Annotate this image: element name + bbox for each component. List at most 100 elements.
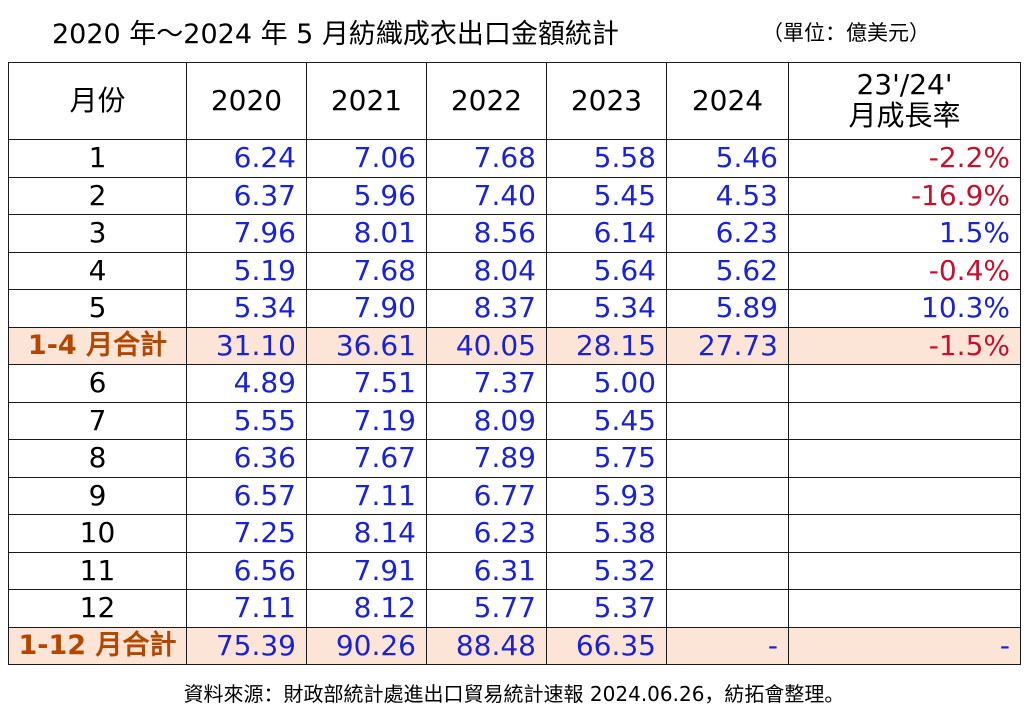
growth-rate-cell xyxy=(788,514,1021,553)
value-cell-2020: 6.37 xyxy=(186,176,307,215)
value-cell-2023: 5.45 xyxy=(546,176,667,215)
value-cell-2024 xyxy=(666,589,789,628)
value-cell-2021: 7.67 xyxy=(306,439,427,478)
value-cell-2022: 7.40 xyxy=(426,176,547,215)
table-row: 4 5.19 7.68 8.04 5.64 5.62 -0.4% xyxy=(8,251,1021,290)
table-row: 6 4.89 7.51 7.37 5.00 xyxy=(8,364,1021,403)
value-cell-2022: 5.77 xyxy=(426,589,547,628)
value-cell-2022: 7.89 xyxy=(426,439,547,478)
value-cell-2022: 6.31 xyxy=(426,551,547,590)
value-cell-2024: 6.23 xyxy=(666,214,789,253)
header-2020: 2020 xyxy=(186,62,307,140)
value-cell-2023: 6.14 xyxy=(546,214,667,253)
value-cell-2022: 8.04 xyxy=(426,251,547,290)
value-cell-2023: 5.34 xyxy=(546,289,667,328)
value-cell-2022: 6.77 xyxy=(426,476,547,515)
table-row: 2 6.37 5.96 7.40 5.45 4.53 -16.9% xyxy=(8,176,1021,215)
page-title: 2020 年～2024 年 5 月紡織成衣出口金額統計 xyxy=(52,19,619,50)
value-cell-2024: - xyxy=(666,626,789,665)
value-cell-2021: 8.01 xyxy=(306,214,427,253)
growth-rate-cell xyxy=(788,401,1021,440)
title-bar: 2020 年～2024 年 5 月紡織成衣出口金額統計 （單位：億美元） xyxy=(0,8,1028,52)
month-label: 2 xyxy=(8,176,187,215)
value-cell-2021: 7.11 xyxy=(306,476,427,515)
table-row: 12 7.11 8.12 5.77 5.37 xyxy=(8,589,1021,628)
value-cell-2024: 5.62 xyxy=(666,251,789,290)
month-label: 1 xyxy=(8,139,187,178)
header-month: 月份 xyxy=(8,62,187,140)
header-2023: 2023 xyxy=(546,62,667,140)
value-cell-2023: 5.93 xyxy=(546,476,667,515)
value-cell-2024 xyxy=(666,514,789,553)
table-row: 5 5.34 7.90 8.37 5.34 5.89 10.3% xyxy=(8,289,1021,328)
value-cell-2024: 5.89 xyxy=(666,289,789,328)
month-label: 7 xyxy=(8,401,187,440)
month-label: 10 xyxy=(8,514,187,553)
header-2021: 2021 xyxy=(306,62,427,140)
value-cell-2021: 7.19 xyxy=(306,401,427,440)
value-cell-2023: 5.64 xyxy=(546,251,667,290)
value-cell-2022: 7.37 xyxy=(426,364,547,403)
value-cell-2023: 5.38 xyxy=(546,514,667,553)
value-cell-2020: 7.25 xyxy=(186,514,307,553)
value-cell-2022: 88.48 xyxy=(426,626,547,665)
value-cell-2020: 5.55 xyxy=(186,401,307,440)
value-cell-2020: 5.34 xyxy=(186,289,307,328)
table-row: 7 5.55 7.19 8.09 5.45 xyxy=(8,401,1021,440)
month-label: 5 xyxy=(8,289,187,328)
value-cell-2023: 5.45 xyxy=(546,401,667,440)
header-row: 月份 2020 2021 2022 2023 2024 23'/24' 月成長率 xyxy=(8,62,1021,140)
value-cell-2022: 8.37 xyxy=(426,289,547,328)
growth-rate-cell: -16.9% xyxy=(788,176,1021,215)
table-row: 8 6.36 7.67 7.89 5.75 xyxy=(8,439,1021,478)
growth-rate-cell xyxy=(788,364,1021,403)
value-cell-2021: 7.90 xyxy=(306,289,427,328)
value-cell-2024: 5.46 xyxy=(666,139,789,178)
month-label: 4 xyxy=(8,251,187,290)
value-cell-2021: 36.61 xyxy=(306,326,427,365)
growth-rate-cell: - xyxy=(788,626,1021,665)
month-label: 3 xyxy=(8,214,187,253)
value-cell-2020: 75.39 xyxy=(186,626,307,665)
growth-rate-cell: 1.5% xyxy=(788,214,1021,253)
growth-rate-cell: -1.5% xyxy=(788,326,1021,365)
value-cell-2022: 7.68 xyxy=(426,139,547,178)
table-row: 1 6.24 7.06 7.68 5.58 5.46 -2.2% xyxy=(8,139,1021,178)
table-row: 10 7.25 8.14 6.23 5.38 xyxy=(8,514,1021,553)
source-note: 資料來源：財政部統計處進出口貿易統計速報 2024.06.26，紡拓會整理。 xyxy=(183,682,845,706)
value-cell-2020: 6.24 xyxy=(186,139,307,178)
value-cell-2021: 8.12 xyxy=(306,589,427,628)
value-cell-2021: 7.51 xyxy=(306,364,427,403)
value-cell-2021: 8.14 xyxy=(306,514,427,553)
table-row: 3 7.96 8.01 8.56 6.14 6.23 1.5% xyxy=(8,214,1021,253)
growth-rate-cell xyxy=(788,476,1021,515)
header-growth-line1: 23'/24' xyxy=(856,68,953,102)
growth-rate-cell xyxy=(788,589,1021,628)
month-label: 1-12 月合計 xyxy=(8,626,187,665)
month-label: 12 xyxy=(8,589,187,628)
export-statistics-table: 月份 2020 2021 2022 2023 2024 23'/24' 月成長率… xyxy=(8,62,1021,665)
growth-rate-cell: -0.4% xyxy=(788,251,1021,290)
value-cell-2023: 5.32 xyxy=(546,551,667,590)
value-cell-2022: 8.09 xyxy=(426,401,547,440)
subtotal-row: 1-12 月合計 75.39 90.26 88.48 66.35- - xyxy=(8,626,1021,665)
value-cell-2021: 7.06 xyxy=(306,139,427,178)
value-cell-2024: 27.73 xyxy=(666,326,789,365)
month-label: 6 xyxy=(8,364,187,403)
month-label: 11 xyxy=(8,551,187,590)
value-cell-2022: 6.23 xyxy=(426,514,547,553)
header-growth-rate: 23'/24' 月成長率 xyxy=(788,62,1021,140)
value-cell-2024 xyxy=(666,476,789,515)
growth-rate-cell xyxy=(788,439,1021,478)
value-cell-2024 xyxy=(666,439,789,478)
value-cell-2023: 5.58 xyxy=(546,139,667,178)
header-2024: 2024 xyxy=(666,62,789,140)
subtotal-row: 1-4 月合計 31.10 36.61 40.05 28.15 27.73 -1.5% xyxy=(8,326,1021,365)
value-cell-2022: 40.05 xyxy=(426,326,547,365)
table-row: 11 6.56 7.91 6.31 5.32 xyxy=(8,551,1021,590)
value-cell-2020: 4.89 xyxy=(186,364,307,403)
month-label: 8 xyxy=(8,439,187,478)
table-body: 1 6.24 7.06 7.68 5.58 5.46 -2.2% 2 6.37 5.96 7.40 5… xyxy=(8,139,1021,665)
value-cell-2020: 7.96 xyxy=(186,214,307,253)
value-cell-2020: 31.10 xyxy=(186,326,307,365)
